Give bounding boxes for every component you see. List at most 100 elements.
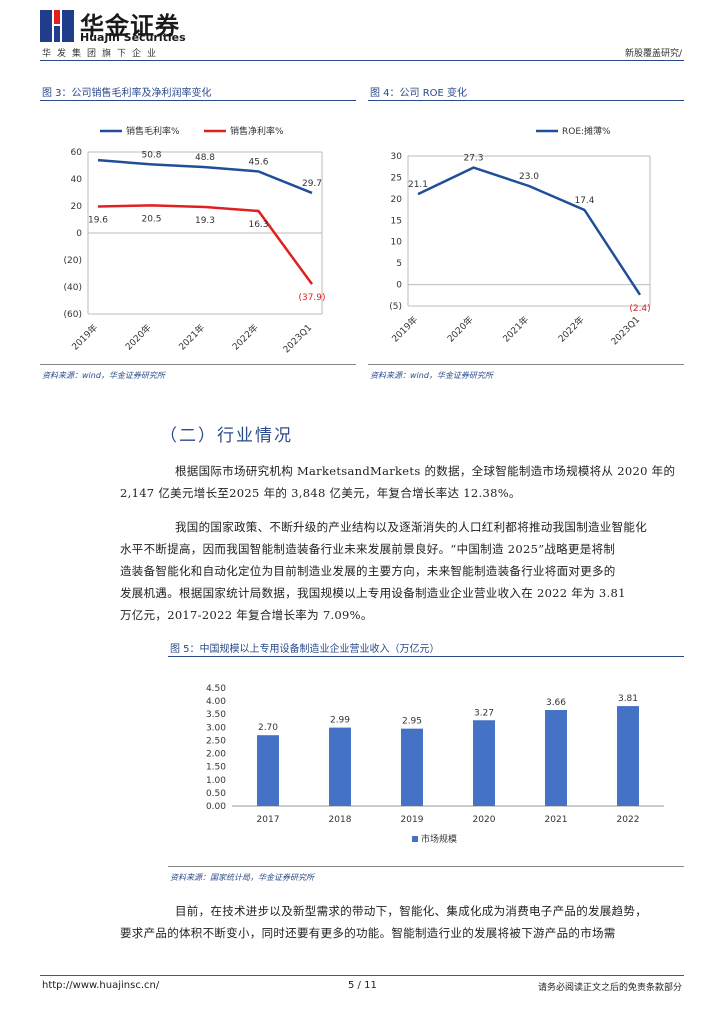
x-tick-label: 2021 bbox=[545, 815, 568, 825]
data-label: 3.27 bbox=[474, 708, 494, 718]
y-tick-label: 0.00 bbox=[206, 802, 226, 812]
y-tick-label: 15 bbox=[391, 216, 402, 226]
data-label: 23.0 bbox=[519, 172, 539, 182]
bar bbox=[257, 735, 279, 806]
bar bbox=[401, 728, 423, 806]
section-title: （二）行业情况 bbox=[160, 426, 293, 446]
data-label: 48.8 bbox=[195, 153, 215, 163]
y-tick-label: 40 bbox=[71, 175, 83, 185]
paragraph-line: 2,147 亿美元增长至2025 年的 3,848 亿美元，年复合增长率达 12… bbox=[120, 486, 521, 500]
data-label: 45.6 bbox=[248, 157, 268, 167]
y-tick-label: 10 bbox=[391, 238, 403, 248]
x-tick-label: 2017 bbox=[257, 815, 280, 825]
data-label: 3.66 bbox=[546, 698, 566, 708]
figure-3-source: 资料来源：wind，华金证券研究所 bbox=[42, 371, 165, 380]
y-tick-label: 4.50 bbox=[206, 684, 226, 694]
data-label: (37.9) bbox=[298, 293, 325, 303]
y-tick-label: (5) bbox=[389, 302, 402, 312]
y-tick-label: (40) bbox=[64, 283, 82, 293]
legend-label: 销售净利率% bbox=[230, 125, 284, 137]
y-tick-label: 3.00 bbox=[206, 723, 226, 733]
bar bbox=[545, 710, 567, 806]
paragraph-line: 我国的国家政策、不断升级的产业结构以及逐渐消失的人口红利都将推动我国制造业智能化 bbox=[175, 520, 647, 534]
y-tick-label: 0 bbox=[76, 229, 82, 239]
data-label: 2.99 bbox=[330, 716, 350, 726]
legend-label: 销售毛利率% bbox=[126, 125, 180, 137]
x-tick-label: 2019年 bbox=[69, 322, 100, 353]
bar bbox=[473, 720, 495, 806]
paragraph-line: 水平不断提高，因而我国智能制造装备行业未来发展前景良好。“中国制造 2025”战… bbox=[120, 542, 616, 556]
data-label: 20.5 bbox=[141, 214, 161, 224]
y-tick-label: 60 bbox=[71, 148, 83, 158]
figure-3-rule bbox=[40, 100, 356, 101]
paragraph-line: 造装备智能化和自动化定位为目前制造业发展的主要方向，未来智能制造装备行业将面对更… bbox=[120, 564, 616, 578]
data-label: 2.70 bbox=[258, 723, 278, 733]
x-tick-label: 2022 bbox=[617, 815, 640, 825]
y-tick-label: (60) bbox=[64, 310, 82, 320]
data-label: 21.1 bbox=[408, 180, 428, 190]
figure-4-source-rule bbox=[368, 364, 684, 365]
data-label: 3.81 bbox=[618, 694, 638, 704]
data-label: 50.8 bbox=[141, 150, 161, 160]
x-tick-label: 2023Q1 bbox=[282, 323, 314, 355]
figure-5-title: 图 5：中国规模以上专用设备制造业企业营业收入（万亿元） bbox=[170, 644, 440, 655]
company-name-en: Huajin Securities bbox=[80, 31, 186, 44]
y-tick-label: 20 bbox=[391, 195, 403, 205]
company-logo-icon bbox=[40, 10, 74, 42]
figure-4-source: 资料来源：wind，华金证券研究所 bbox=[370, 371, 493, 380]
x-tick-label: 2018 bbox=[329, 815, 352, 825]
figure-4-title: 图 4：公司 ROE 变化 bbox=[370, 88, 468, 99]
report-type: 新股覆盖研究/ bbox=[624, 49, 682, 59]
data-label: 2.95 bbox=[402, 717, 422, 727]
x-tick-label: 2020年 bbox=[445, 314, 476, 345]
x-tick-label: 2019年 bbox=[389, 314, 420, 345]
paragraph-line: 根据国际市场研究机构 MarketsandMarkets 的数据，全球智能制造市… bbox=[175, 464, 676, 478]
bar bbox=[329, 727, 351, 806]
y-tick-label: 2.00 bbox=[206, 750, 226, 760]
footer-url[interactable]: http://www.huajinsc.cn/ bbox=[42, 980, 160, 991]
y-tick-label: 0 bbox=[396, 281, 402, 291]
data-label: 19.6 bbox=[88, 216, 108, 226]
paragraph-line: 发展机遇。根据国家统计局数据，我国规模以上专用设备制造业企业营业收入在 2022… bbox=[120, 586, 626, 600]
x-tick-label: 2021年 bbox=[176, 322, 207, 353]
y-tick-label: 2.50 bbox=[206, 736, 226, 746]
y-tick-label: 1.00 bbox=[206, 776, 226, 786]
series-line-0 bbox=[417, 166, 642, 296]
figure-5-rule bbox=[168, 656, 684, 657]
x-tick-label: 2020年 bbox=[123, 322, 154, 353]
paragraph-2: 我国的国家政策、不断升级的产业结构以及逐渐消失的人口红利都将推动我国制造业智能化… bbox=[120, 516, 684, 626]
data-label: 19.3 bbox=[195, 216, 215, 226]
legend-swatch bbox=[412, 836, 418, 842]
paragraph-line: 万亿元，2017-2022 年复合增长率为 7.09%。 bbox=[120, 608, 373, 622]
footer-divider bbox=[40, 975, 684, 976]
y-tick-label: 1.50 bbox=[206, 763, 226, 773]
legend-label: ROE:摊薄% bbox=[562, 125, 611, 137]
paragraph-3: 目前，在技术进步以及新型需求的带动下，智能化、集成化成为消费电子产品的发展趋势，… bbox=[120, 900, 684, 944]
y-tick-label: 3.50 bbox=[206, 710, 226, 720]
header-divider bbox=[40, 60, 684, 61]
x-tick-label: 2020 bbox=[473, 815, 496, 825]
paragraph-line: 目前，在技术进步以及新型需求的带动下，智能化、集成化成为消费电子产品的发展趋势， bbox=[175, 904, 647, 918]
x-tick-label: 2022年 bbox=[556, 314, 587, 345]
y-tick-label: (20) bbox=[64, 256, 82, 266]
margin-line-chart: 60 40 20 0 (20) (40) (60) 2019年 2020年 2021年 2022年 2… bbox=[64, 125, 326, 355]
x-tick-label: 2021年 bbox=[500, 314, 531, 345]
y-tick-label: 20 bbox=[71, 202, 83, 212]
paragraph-line: 要求产品的体积不断变小，同时还要有更多的功能。智能制造行业的发展将被下游产品的市… bbox=[120, 926, 616, 940]
series-line-1 bbox=[97, 204, 314, 285]
roe-line-chart: 30 25 20 15 10 5 0 (5) 2019年 2020年 2021年 2022年 2023Q… bbox=[389, 125, 651, 347]
data-label: 16.3 bbox=[248, 220, 268, 230]
x-tick-label: 2019 bbox=[401, 815, 424, 825]
series-line-0 bbox=[97, 158, 313, 195]
x-tick-label: 2022年 bbox=[230, 322, 261, 353]
bar bbox=[617, 706, 639, 806]
legend-label: 市场规模 bbox=[421, 833, 457, 845]
data-label: 17.4 bbox=[574, 196, 594, 206]
data-label: (2.4) bbox=[629, 304, 650, 314]
footer-disclaimer: 请务必阅读正文之后的免责条款部分 bbox=[537, 983, 682, 993]
y-tick-label: 4.00 bbox=[206, 697, 226, 707]
y-tick-label: 5 bbox=[396, 259, 402, 269]
paragraph-1: 根据国际市场研究机构 MarketsandMarkets 的数据，全球智能制造市… bbox=[120, 460, 684, 504]
figure-4-rule bbox=[368, 100, 684, 101]
figure-5-source: 资料来源：国家统计局，华金证券研究所 bbox=[170, 873, 314, 882]
